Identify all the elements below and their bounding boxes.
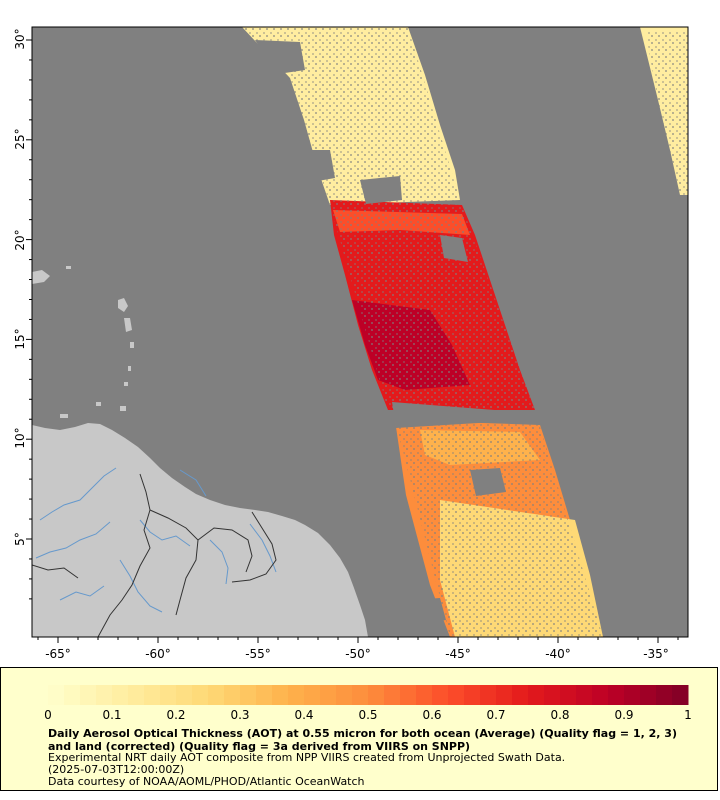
plot-frame <box>31 26 689 638</box>
colorbar-swatch <box>480 685 497 705</box>
colorbar-swatch <box>176 685 193 705</box>
colorbar-swatch <box>304 685 321 705</box>
colorbar-swatch <box>320 685 337 705</box>
colorbar-swatch <box>336 685 353 705</box>
colorbar-label: 0.3 <box>230 708 249 722</box>
lon-tick-label: -65° <box>45 647 71 661</box>
lat-tick-label: 25° <box>13 128 27 149</box>
lon-tick-label: -40° <box>545 647 571 661</box>
colorbar-swatch <box>288 685 305 705</box>
colorbar-label: 0.5 <box>358 708 377 722</box>
colorbar-label: 0.9 <box>614 708 633 722</box>
colorbar-swatch <box>448 685 465 705</box>
colorbar-swatch <box>496 685 513 705</box>
colorbar-swatch <box>224 685 241 705</box>
colorbar-swatch <box>80 685 97 705</box>
colorbar-swatch <box>240 685 257 705</box>
lat-tick-label: 30° <box>13 28 27 49</box>
aot-map: -65° -60° -55° -50° -45° -40° -35° 5° 10… <box>13 26 689 661</box>
colorbar-swatch <box>592 685 609 705</box>
legend-panel: 0 0.1 0.2 0.3 0.4 0.5 0.6 0.7 0.8 0.9 1 … <box>0 667 718 791</box>
lon-tick-label: -55° <box>245 647 271 661</box>
colorbar-swatch <box>208 685 225 705</box>
colorbar-label: 0.6 <box>422 708 441 722</box>
colorbar <box>48 685 689 705</box>
longitude-ticks <box>37 637 679 643</box>
lon-tick-label: -35° <box>643 647 669 661</box>
colorbar-swatch <box>112 685 129 705</box>
colorbar-swatch <box>128 685 145 705</box>
colorbar-swatch <box>144 685 161 705</box>
colorbar-label: 0.2 <box>166 708 185 722</box>
colorbar-swatch <box>464 685 481 705</box>
colorbar-swatch <box>624 685 641 705</box>
colorbar-swatch <box>656 685 673 705</box>
colorbar-swatch <box>384 685 401 705</box>
colorbar-label: 0.1 <box>102 708 121 722</box>
legend-subtitle: Experimental NRT daily AOT composite fro… <box>48 751 566 764</box>
colorbar-label: 0.4 <box>294 708 313 722</box>
colorbar-swatch <box>640 685 657 705</box>
colorbar-swatch <box>48 685 65 705</box>
colorbar-swatch <box>416 685 433 705</box>
latitude-ticks <box>26 39 32 600</box>
lon-tick-label: -60° <box>145 647 171 661</box>
south-america-land <box>32 423 368 637</box>
lat-tick-label: 5° <box>13 532 27 546</box>
legend-credit: Data courtesy of NOAA/AOML/PHOD/Atlantic… <box>48 775 365 788</box>
colorbar-swatch <box>400 685 417 705</box>
colorbar-swatch <box>256 685 273 705</box>
aot-swath-main <box>242 27 603 637</box>
legend-date: (2025-07-03T12:00:00Z) <box>48 763 185 776</box>
national-borders <box>32 473 277 637</box>
colorbar-swatch <box>432 685 449 705</box>
caribbean-islands <box>32 266 134 418</box>
colorbar-swatch <box>96 685 113 705</box>
colorbar-swatch <box>560 685 577 705</box>
lon-tick-label: -50° <box>345 647 371 661</box>
colorbar-label: 0 <box>44 708 52 722</box>
colorbar-swatch <box>368 685 385 705</box>
lon-tick-label: -45° <box>445 647 471 661</box>
colorbar-swatch <box>192 685 209 705</box>
lat-tick-label: 20° <box>13 229 27 250</box>
aot-swath-east-gaps <box>645 30 688 195</box>
lat-tick-label: 15° <box>13 328 27 349</box>
colorbar-swatch <box>544 685 561 705</box>
colorbar-label: 1 <box>684 708 692 722</box>
colorbar-swatch <box>352 685 369 705</box>
colorbar-swatch <box>160 685 177 705</box>
colorbar-label: 0.8 <box>550 708 569 722</box>
colorbar-swatch <box>528 685 545 705</box>
colorbar-label: 0.7 <box>486 708 505 722</box>
colorbar-swatch <box>672 685 689 705</box>
colorbar-swatch <box>272 685 289 705</box>
colorbar-swatch <box>576 685 593 705</box>
colorbar-swatch <box>64 685 81 705</box>
lat-tick-label: 10° <box>13 427 27 448</box>
colorbar-swatch <box>512 685 529 705</box>
colorbar-swatch <box>608 685 625 705</box>
legend-title: Daily Aerosol Optical Thickness (AOT) at… <box>48 727 677 753</box>
